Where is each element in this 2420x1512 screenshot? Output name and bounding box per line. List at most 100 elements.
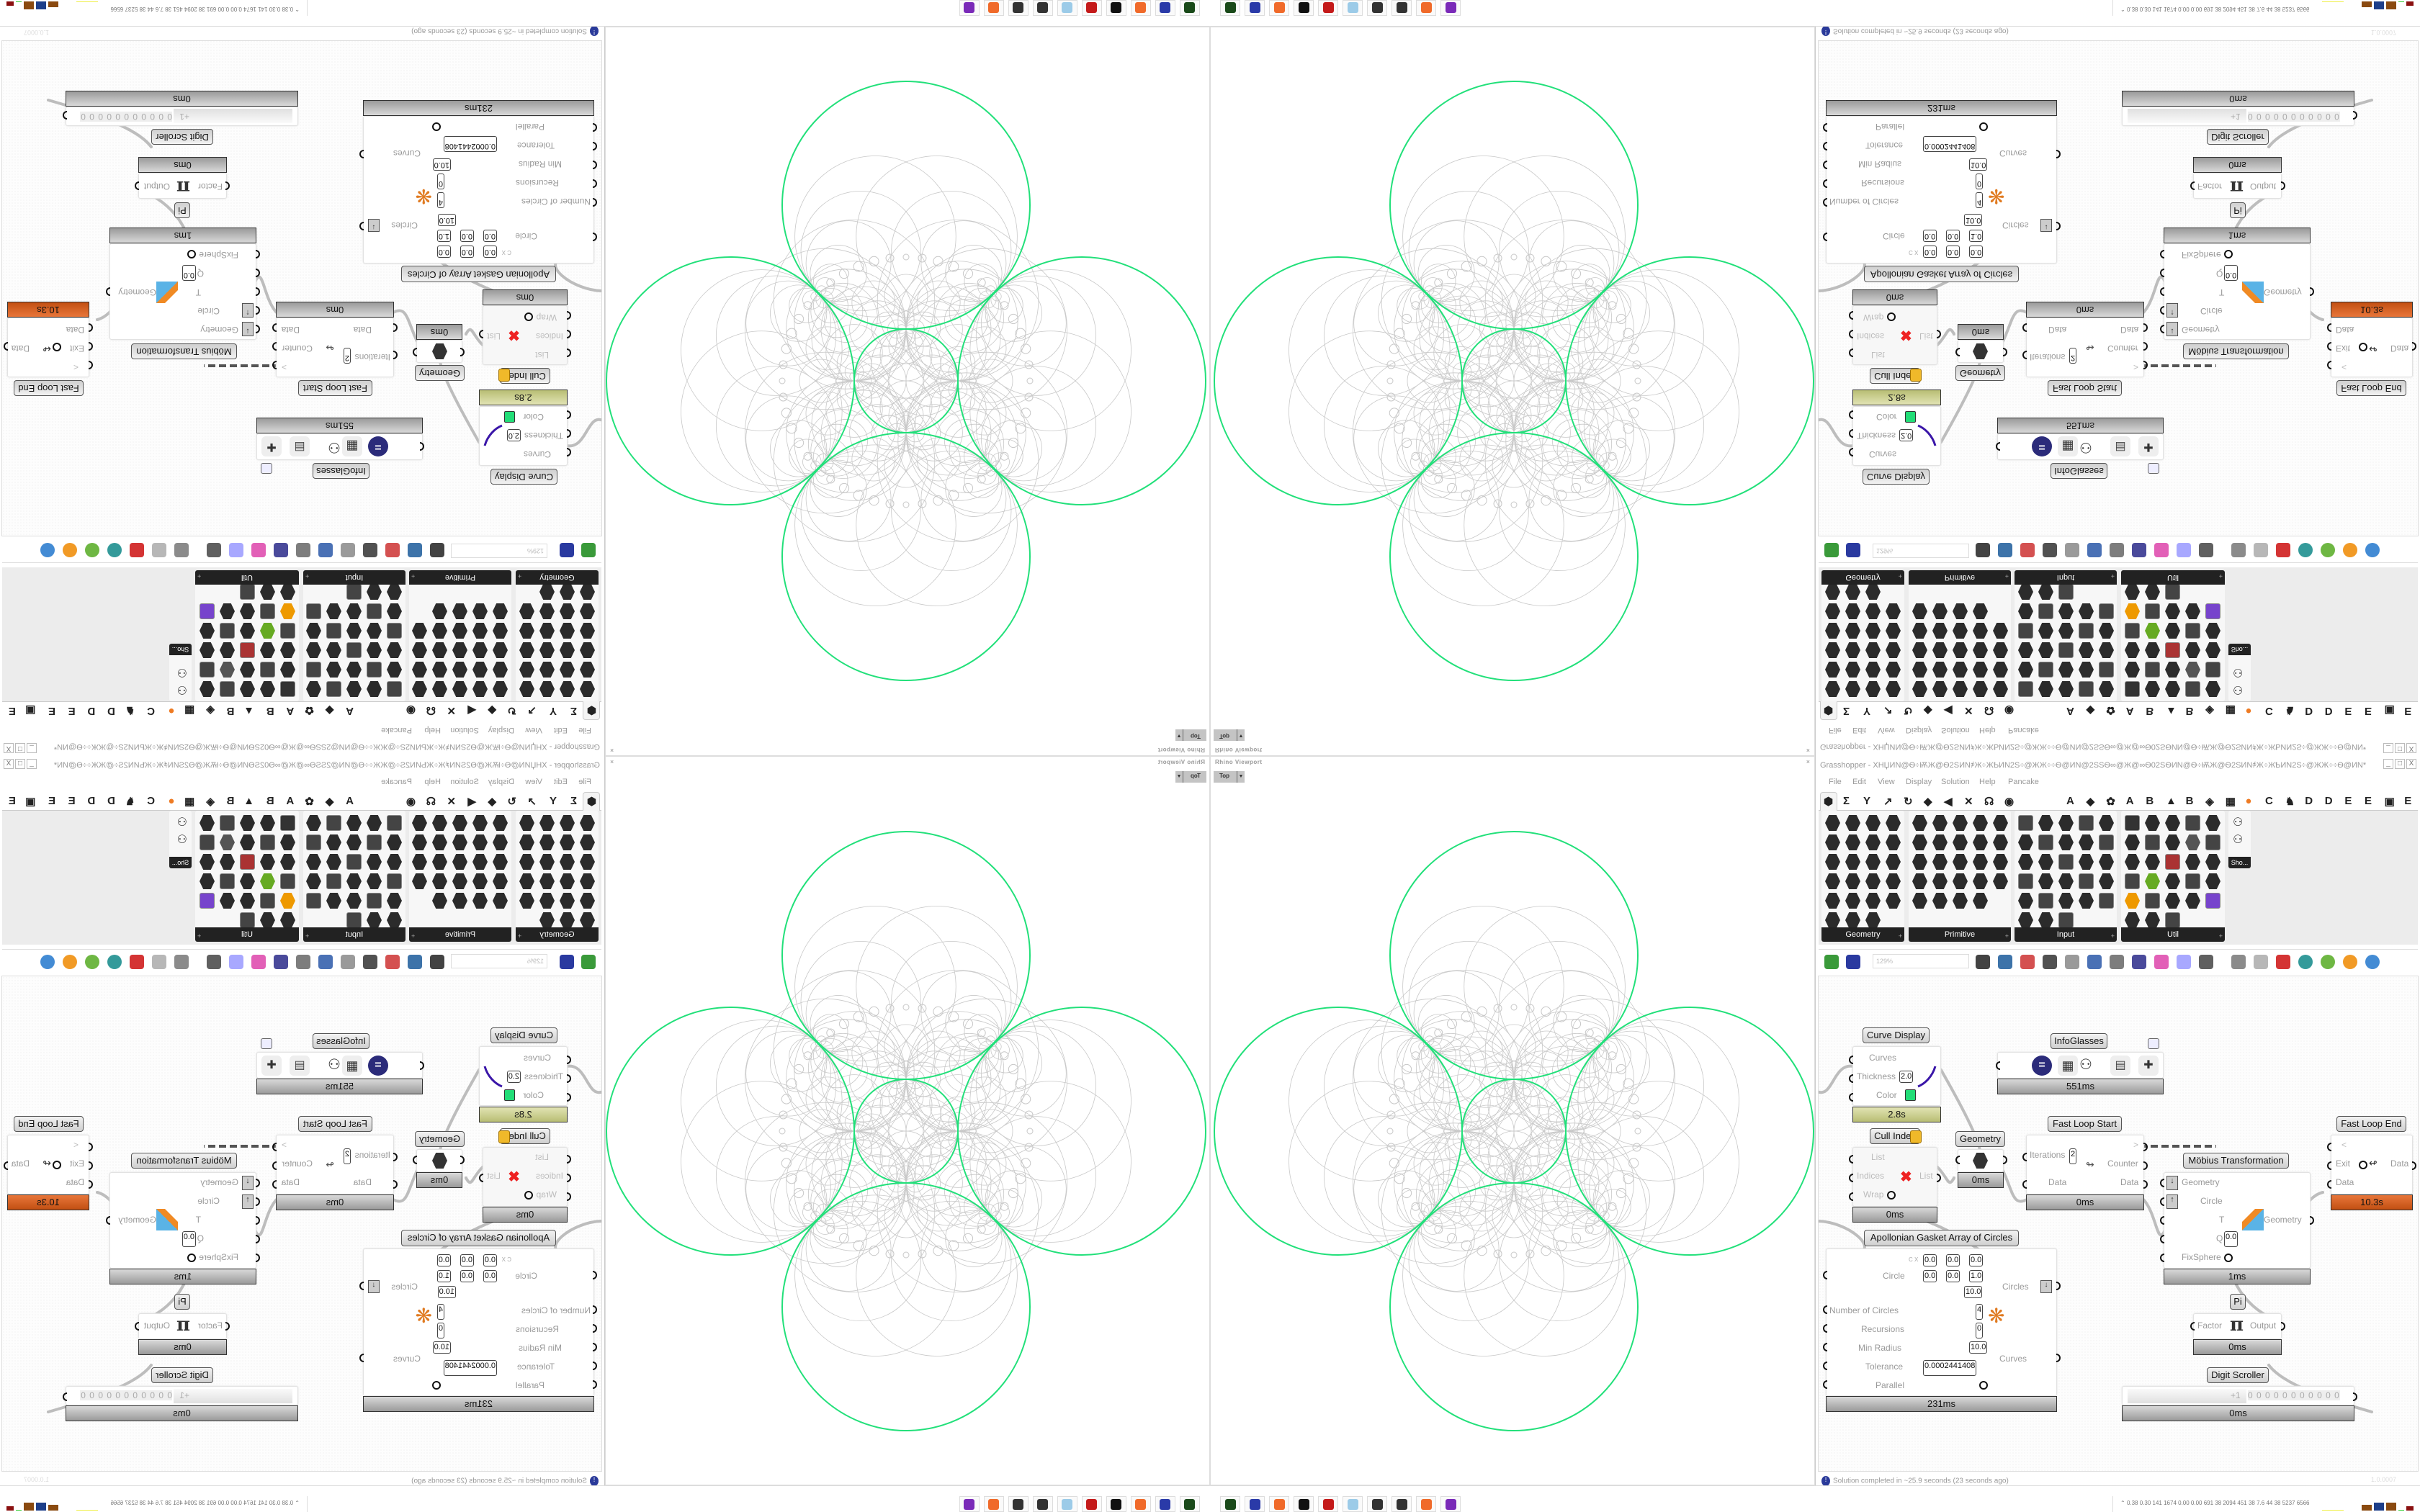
- component-icon[interactable]: [1932, 642, 1948, 658]
- tab-icon[interactable]: Y: [1863, 705, 1871, 717]
- component-icon[interactable]: [452, 681, 467, 697]
- input-grip[interactable]: [1823, 1324, 1827, 1333]
- component-icon[interactable]: [2038, 623, 2053, 639]
- component-icon[interactable]: [493, 681, 508, 697]
- component-icon[interactable]: [2205, 893, 2220, 909]
- tab-letter[interactable]: B: [226, 705, 235, 717]
- center-x[interactable]: 0.0: [1923, 1254, 1937, 1266]
- taskbar-app-rhino-icon[interactable]: [1106, 0, 1126, 16]
- taskbar-app-debugger-icon[interactable]: [1318, 1496, 1338, 1512]
- menu-solution[interactable]: Solution: [450, 726, 479, 734]
- component-icon[interactable]: [2099, 873, 2114, 889]
- input-grip[interactable]: [1996, 442, 2000, 451]
- component-icon[interactable]: [472, 815, 488, 831]
- component-icon[interactable]: [493, 642, 508, 658]
- component-icon[interactable]: [519, 681, 534, 697]
- component-icon[interactable]: [580, 623, 595, 639]
- output-grip[interactable]: [272, 1180, 277, 1189]
- component-icon[interactable]: [2125, 834, 2140, 850]
- palette-overflow-label[interactable]: Sho...: [169, 644, 192, 655]
- puzzle-icon[interactable]: ✚: [2138, 436, 2159, 456]
- component-icon[interactable]: [367, 873, 382, 889]
- save-icon[interactable]: [1846, 543, 1860, 557]
- iterations-value[interactable]: 2: [2069, 348, 2077, 364]
- tab-icon[interactable]: ◉: [2004, 704, 2015, 716]
- component-icon[interactable]: [1845, 834, 1860, 850]
- component-icon[interactable]: [1865, 815, 1881, 831]
- taskbar-app-firefox-icon[interactable]: [1131, 1496, 1151, 1512]
- glasses-icon[interactable]: ⚇: [2233, 666, 2244, 678]
- tab-letter[interactable]: B: [2185, 705, 2194, 717]
- palette-panel-overflow[interactable]: ⚇ ⚇ Sho...: [2228, 811, 2251, 868]
- component-icon[interactable]: [1865, 854, 1881, 870]
- input-grip[interactable]: [2160, 325, 2164, 333]
- email-icon[interactable]: [2065, 543, 2079, 557]
- component-icon[interactable]: [2145, 584, 2160, 600]
- menu-view[interactable]: View: [1878, 778, 1895, 786]
- tab-letter[interactable]: ◈: [2205, 796, 2214, 808]
- component-icon[interactable]: [539, 662, 555, 678]
- component-icon[interactable]: [472, 623, 488, 639]
- search-icon[interactable]: [2132, 955, 2146, 969]
- component-icon[interactable]: [539, 834, 555, 850]
- pi-label[interactable]: Pi: [174, 1294, 190, 1310]
- maximize-button[interactable]: □: [2395, 743, 2405, 753]
- component-icon[interactable]: [539, 584, 555, 600]
- tab-letter[interactable]: D: [87, 795, 96, 807]
- component-icon[interactable]: [346, 603, 362, 619]
- component-icon[interactable]: [1993, 834, 2008, 850]
- component-icon[interactable]: [2165, 584, 2180, 600]
- component-icon[interactable]: [580, 854, 595, 870]
- component-icon[interactable]: [412, 662, 427, 678]
- component-icon[interactable]: [346, 584, 362, 600]
- equals-icon[interactable]: =: [2032, 1056, 2052, 1076]
- menu-file[interactable]: File: [578, 726, 591, 734]
- component-icon[interactable]: [1845, 584, 1860, 600]
- wires-icon[interactable]: [2199, 543, 2213, 557]
- close-icon[interactable]: ×: [1806, 758, 1810, 765]
- apollonian-gasket-component[interactable]: C X 0.0 0.0 0.0 Circle 0.0 0.0 1.0 10.0 …: [359, 1248, 597, 1396]
- component-icon[interactable]: [412, 834, 427, 850]
- lime-icon[interactable]: [2298, 955, 2313, 969]
- q-value[interactable]: 0.0: [2224, 265, 2238, 281]
- component-icon[interactable]: [2185, 893, 2200, 909]
- tab-letter[interactable]: A: [2125, 795, 2134, 807]
- taskbar-app-rhino-icon[interactable]: [1294, 1496, 1314, 1512]
- component-icon[interactable]: [1865, 912, 1881, 928]
- component-icon[interactable]: [346, 873, 362, 889]
- center-z[interactable]: 0.0: [1969, 246, 1984, 258]
- output-grip[interactable]: [135, 181, 139, 190]
- taskbar-app-debugger-icon[interactable]: [1082, 0, 1102, 16]
- input-grip[interactable]: [1823, 1362, 1827, 1370]
- input-grip[interactable]: [2022, 323, 2027, 332]
- mobius-transformation-component[interactable]: ↓ Geometry ↑ Circle T Geometry Q 0.0 Fix…: [2160, 243, 2314, 340]
- component-icon[interactable]: [1953, 854, 1968, 870]
- component-icon[interactable]: [493, 834, 508, 850]
- output-grip[interactable]: [106, 287, 110, 296]
- component-icon[interactable]: [1886, 662, 1901, 678]
- center-z[interactable]: 0.0: [436, 1254, 451, 1266]
- component-icon[interactable]: [2058, 834, 2074, 850]
- component-icon[interactable]: [412, 854, 427, 870]
- cabinet-icon[interactable]: ▤: [290, 436, 310, 456]
- input-grip[interactable]: [2160, 1254, 2164, 1262]
- component-icon[interactable]: [280, 815, 295, 831]
- menu-view[interactable]: View: [525, 726, 542, 734]
- toggle-ring[interactable]: [1887, 312, 1896, 321]
- rhino-viewport[interactable]: Rhino Viewport Top ▼ ×: [1210, 756, 1815, 1485]
- shapes-icon[interactable]: [152, 543, 166, 557]
- component-icon[interactable]: [2185, 642, 2200, 658]
- menu-pancake[interactable]: Pancake: [2008, 726, 2039, 734]
- menu-pancake[interactable]: Pancake: [381, 778, 412, 786]
- center-y[interactable]: 0.0: [460, 1254, 474, 1266]
- tab-letter[interactable]: B: [2185, 795, 2194, 807]
- input-grip[interactable]: [2327, 361, 2331, 369]
- tab-icon[interactable]: ◉: [405, 704, 416, 716]
- component-icon[interactable]: [387, 642, 402, 658]
- component-icon[interactable]: [2099, 603, 2114, 619]
- tray-expand-icon[interactable]: ⌃: [293, 1500, 300, 1506]
- component-icon[interactable]: [306, 815, 321, 831]
- fast-loop-end-label[interactable]: Fast Loop End: [2336, 1116, 2406, 1132]
- component-icon[interactable]: [367, 584, 382, 600]
- component-icon[interactable]: [220, 834, 235, 850]
